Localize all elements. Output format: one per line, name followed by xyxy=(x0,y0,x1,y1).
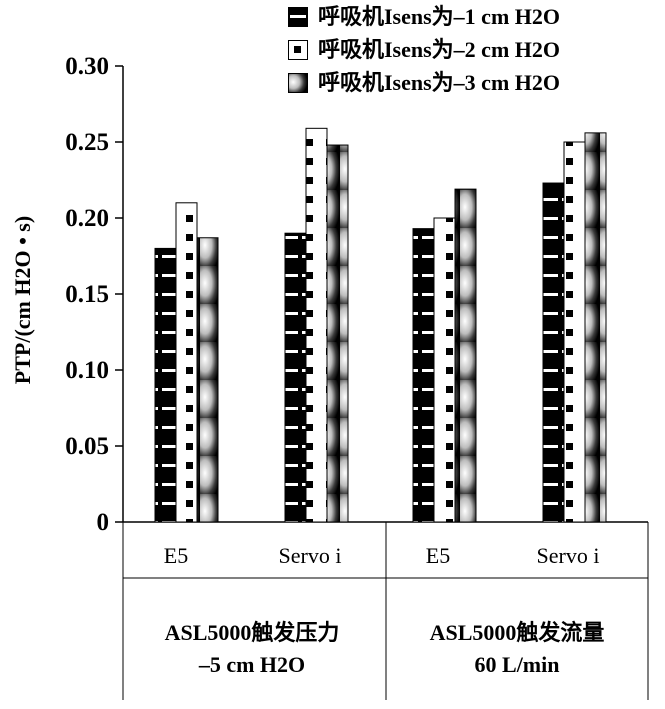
bar xyxy=(584,132,607,523)
legend-item: 呼吸机Isens为–1 cm H2O xyxy=(288,0,665,33)
legend-swatch-gradient-sphere xyxy=(288,73,308,93)
y-tick-label: 0 xyxy=(97,509,110,536)
bar xyxy=(154,247,177,523)
bar xyxy=(175,202,198,523)
legend-swatch-black-hatched xyxy=(288,7,308,27)
y-axis-label: PTP/(cm H2O • s) xyxy=(10,216,35,384)
legend: 呼吸机Isens为–1 cm H2O 呼吸机Isens为–2 cm H2O 呼吸… xyxy=(288,0,665,99)
bar xyxy=(412,228,435,523)
x-tick-label: E5 xyxy=(164,543,188,568)
bar xyxy=(454,188,477,523)
legend-label: 呼吸机Isens为–2 cm H2O xyxy=(318,37,561,62)
bar xyxy=(196,237,219,523)
legend-item: 呼吸机Isens为–2 cm H2O xyxy=(288,33,665,66)
bar xyxy=(305,127,328,523)
legend-item: 呼吸机Isens为–3 cm H2O xyxy=(288,66,665,99)
group-label: –5 cm H2O xyxy=(198,652,305,677)
bar xyxy=(326,144,349,523)
group-label: ASL5000触发压力 xyxy=(165,620,340,645)
bar xyxy=(284,232,307,523)
x-tick-label: Servo i xyxy=(279,543,342,568)
y-tick-label: 0.20 xyxy=(65,205,109,232)
group-label: 60 L/min xyxy=(475,652,560,677)
legend-label: 呼吸机Isens为–1 cm H2O xyxy=(318,4,561,29)
x-tick-label: E5 xyxy=(426,543,450,568)
legend-swatch-white-dotted xyxy=(288,40,308,60)
y-tick-label: 0.10 xyxy=(65,357,109,384)
bar xyxy=(542,182,565,523)
legend-label: 呼吸机Isens为–3 cm H2O xyxy=(318,70,561,95)
y-tick-label: 0.30 xyxy=(65,53,109,80)
y-tick-label: 0.25 xyxy=(65,129,109,156)
x-tick-label: Servo i xyxy=(537,543,600,568)
group-label: ASL5000触发流量 xyxy=(430,620,605,645)
bar xyxy=(563,141,586,523)
y-tick-label: 0.05 xyxy=(65,433,109,460)
y-tick-label: 0.15 xyxy=(65,281,109,308)
bar xyxy=(433,217,456,523)
